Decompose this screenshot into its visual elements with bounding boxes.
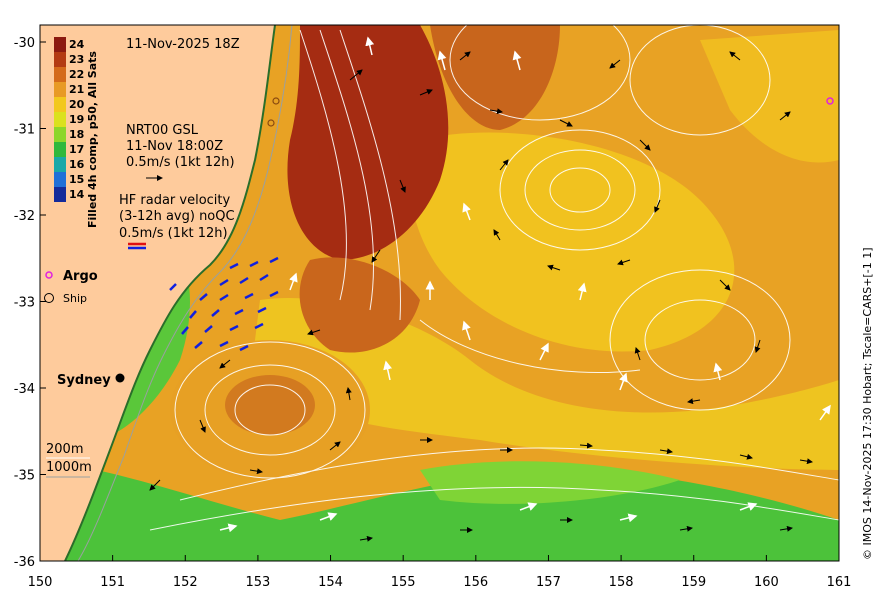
colorbar: 24 23 22 21 20 19 18 17 16 15 14: [54, 37, 85, 202]
hf-legend-line1: HF radar velocity: [119, 193, 231, 208]
ship-legend-label: Ship: [63, 292, 87, 305]
ship-marker: [272, 97, 280, 105]
y-tick-label: -32: [14, 209, 35, 224]
y-axis: -30 -31 -32 -33 -34 -35 -36: [14, 36, 46, 570]
y-tick-label: -33: [14, 296, 35, 311]
sst-patch-yellow: [250, 298, 839, 470]
colorbar-tick: 16: [69, 158, 85, 171]
coastline: [64, 25, 276, 561]
colorbar-tick: 18: [69, 128, 84, 141]
hf-legend-line2: (3-12h avg) noQC: [119, 209, 235, 224]
hf-radar-vectors: [169, 256, 279, 352]
argo-legend-icon: [45, 271, 53, 279]
colorbar-tick: 14: [69, 188, 85, 201]
x-tick-label: 160: [754, 575, 779, 590]
ship-marker: [267, 119, 275, 127]
altimetry-legend-line3: 0.5m/s (1kt 12h): [126, 155, 235, 170]
colorbar-swatch: [54, 187, 66, 202]
sst-patch-warm: [299, 257, 420, 353]
colorbar-swatch: [54, 172, 66, 187]
colorbar-swatch: [54, 97, 66, 112]
sst-patch-yellow: [409, 132, 735, 352]
x-tick-label: 158: [609, 575, 634, 590]
hf-legend-line3: 0.5m/s (1kt 12h): [119, 226, 228, 241]
sydney-marker: [115, 373, 125, 383]
colorbar-swatch: [54, 82, 66, 97]
x-tick-label: 156: [463, 575, 488, 590]
colorbar-tick: 21: [69, 83, 84, 96]
sst-patch-hot: [287, 25, 449, 260]
australia-land: [40, 25, 275, 561]
y-tick-label: -35: [14, 469, 35, 484]
x-tick-label: 154: [318, 575, 343, 590]
plot-frame: [39, 24, 840, 562]
x-tick-label: 155: [391, 575, 416, 590]
sst-eddy-core: [225, 375, 315, 435]
altimetry-legend-line1: NRT00 GSL: [126, 123, 199, 138]
argo-marker: [826, 97, 834, 105]
depth-contour: [77, 25, 293, 561]
velocity-vectors: [149, 51, 813, 542]
credit-text: © IMOS 14-Nov-2025 17:30 Hobart; Tscale=…: [861, 248, 874, 560]
sst-patch-yellow: [700, 30, 839, 163]
colorbar-swatch: [54, 127, 66, 142]
y-tick-label: -36: [14, 555, 35, 570]
colorbar-title: Filled 4h comp, p50, All Sats: [86, 51, 99, 228]
sst-patch-cool-light: [420, 461, 680, 504]
x-tick-label: 159: [681, 575, 706, 590]
y-tick-label: -30: [14, 36, 35, 51]
datetime-label: 11-Nov-2025 18Z: [126, 37, 240, 52]
sydney-label: Sydney: [57, 373, 111, 388]
depth-1000-label: 1000m: [46, 460, 92, 475]
x-tick-label: 150: [28, 575, 53, 590]
argo-legend-label: Argo: [63, 269, 98, 284]
colorbar-tick: 23: [69, 53, 84, 66]
x-tick-label: 153: [245, 575, 270, 590]
x-tick-label: 157: [536, 575, 561, 590]
colorbar-swatch: [54, 112, 66, 127]
altimetry-legend-line2: 11-Nov 18:00Z: [126, 139, 223, 154]
colorbar-tick: 15: [69, 173, 84, 186]
colorbar-tick: 20: [69, 98, 85, 111]
float-vectors: [219, 36, 831, 533]
x-tick-label: 152: [173, 575, 198, 590]
colorbar-swatch: [54, 142, 66, 157]
ship-legend-icon: [44, 293, 54, 303]
ssh-contours: [149, 25, 839, 531]
colorbar-tick: 19: [69, 113, 84, 126]
depth-200-label: 200m: [46, 442, 83, 457]
colorbar-tick: 24: [69, 38, 85, 51]
y-tick-label: -34: [14, 382, 35, 397]
colorbar-swatch: [54, 52, 66, 67]
colorbar-tick: 22: [69, 68, 84, 81]
y-tick-label: -31: [14, 123, 35, 138]
x-axis: 150 151 152 153 154 155 156 157 158 159 160 161: [28, 555, 852, 590]
colorbar-swatch: [54, 67, 66, 82]
colorbar-swatch: [54, 37, 66, 52]
sst-patch-warm: [430, 25, 560, 130]
colorbar-swatch: [54, 157, 66, 172]
colorbar-tick: 17: [69, 143, 84, 156]
x-tick-label: 161: [827, 575, 852, 590]
x-tick-label: 151: [100, 575, 125, 590]
